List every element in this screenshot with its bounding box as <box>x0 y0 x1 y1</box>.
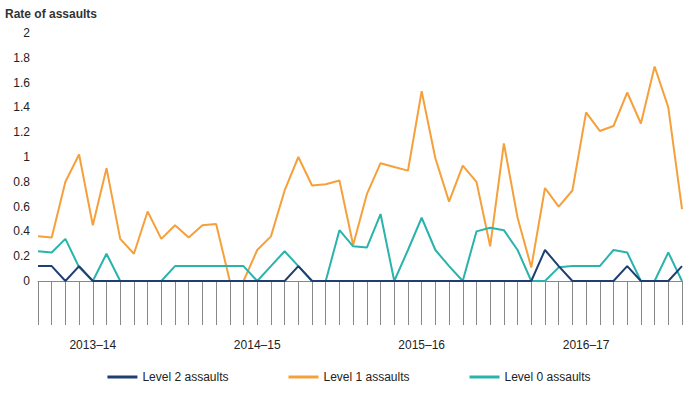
svg-text:1: 1 <box>23 150 30 164</box>
svg-text:0.4: 0.4 <box>13 224 30 238</box>
svg-text:0.6: 0.6 <box>13 200 30 214</box>
svg-text:2013–14: 2013–14 <box>69 338 116 352</box>
svg-text:0.2: 0.2 <box>13 249 30 263</box>
svg-text:Level 1 assaults: Level 1 assaults <box>323 370 409 384</box>
svg-text:1.8: 1.8 <box>13 51 30 65</box>
svg-text:Level 0 assaults: Level 0 assaults <box>505 370 591 384</box>
svg-text:Rate of assaults: Rate of assaults <box>5 7 97 21</box>
svg-text:1.6: 1.6 <box>13 76 30 90</box>
svg-text:1.4: 1.4 <box>13 100 30 114</box>
svg-text:2014–15: 2014–15 <box>234 338 281 352</box>
svg-text:0: 0 <box>23 274 30 288</box>
svg-text:0.8: 0.8 <box>13 175 30 189</box>
svg-text:2016–17: 2016–17 <box>563 338 610 352</box>
svg-text:2015–16: 2015–16 <box>398 338 445 352</box>
svg-text:2: 2 <box>23 26 30 40</box>
svg-text:1.2: 1.2 <box>13 125 30 139</box>
svg-text:Level 2 assaults: Level 2 assaults <box>142 370 228 384</box>
